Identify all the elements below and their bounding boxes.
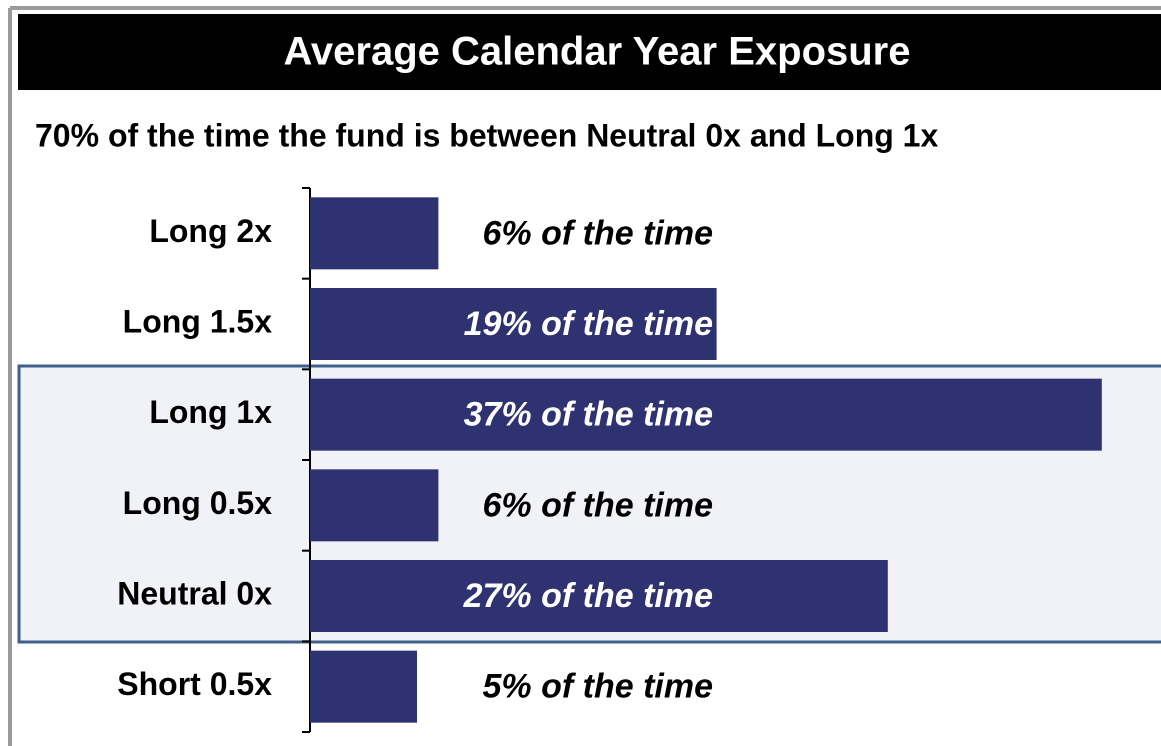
value-label: 37% of the time [464,396,713,434]
value-label: 5% of the time [483,668,713,706]
y-tick-label: Neutral 0x [117,575,272,611]
bar [310,197,439,270]
chart-title: Average Calendar Year Exposure [284,30,911,74]
bar [310,378,1102,451]
value-label: 19% of the time [464,305,713,343]
y-tick-label: Long 1.5x [123,303,273,339]
value-label: 27% of the time [463,577,713,615]
bar [310,469,439,542]
y-tick-label: Short 0.5x [117,666,272,702]
bar [310,288,717,360]
value-label: 6% of the time [483,214,713,252]
y-tick-label: Long 1x [149,394,272,430]
bar [310,650,417,723]
y-tick-label: Long 0.5x [123,485,273,521]
subtitle: 70% of the time the fund is between Neut… [35,117,938,153]
value-label: 6% of the time [483,486,713,524]
title-bar [18,14,1161,90]
y-tick-label: Long 2x [149,213,272,249]
bar [310,560,888,632]
